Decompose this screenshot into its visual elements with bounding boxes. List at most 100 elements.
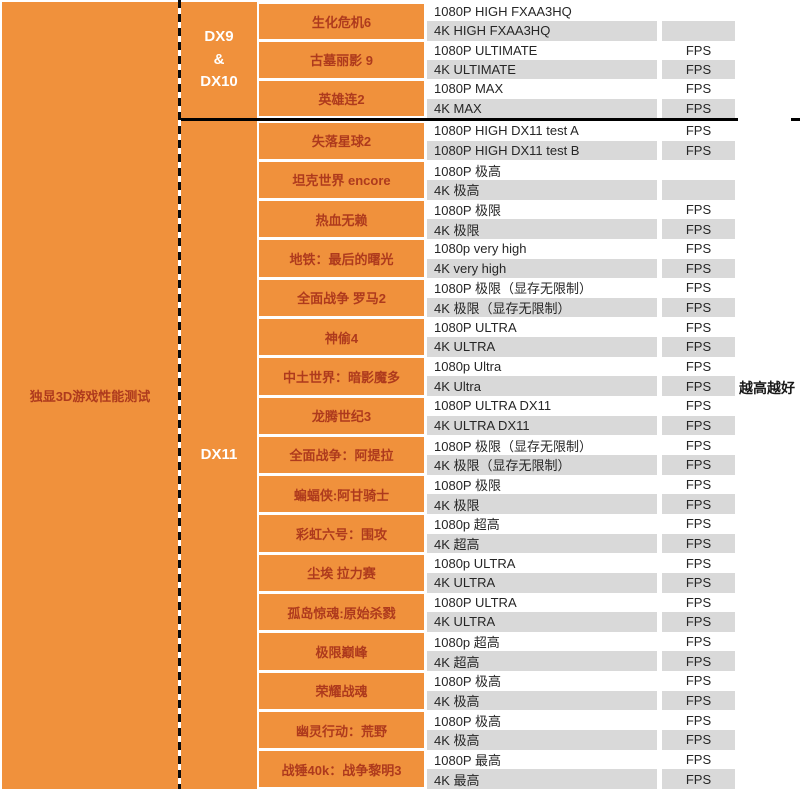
fps-cell: FPS <box>662 219 735 239</box>
fps-cell: FPS <box>662 651 735 672</box>
fps-cell: FPS <box>662 278 735 298</box>
section-divider-line <box>181 118 738 121</box>
fps-cell: FPS <box>662 592 735 613</box>
game-name-cell: 中土世界：暗影魔多 <box>259 358 424 395</box>
game-name-cell: 孤岛惊魂:原始杀戮 <box>259 594 424 631</box>
fps-cell: FPS <box>662 474 735 495</box>
fps-cell: FPS <box>662 376 735 397</box>
setting-cell: 4K ULTRA <box>427 612 657 632</box>
game-name-cell: 彩虹六号：围攻 <box>259 515 424 552</box>
fps-cell: FPS <box>662 317 735 338</box>
setting-cell: 1080P ULTRA <box>427 317 657 338</box>
fps-cell: FPS <box>662 140 735 161</box>
setting-cell: 4K 最高 <box>427 769 657 789</box>
game-name-cell: 地铁：最后的曙光 <box>259 240 424 277</box>
setting-cell: 4K 极限（显存无限制） <box>427 455 657 475</box>
setting-cell: 4K 极限 <box>427 219 657 239</box>
higher-is-better-note: 越高越好 <box>739 380 795 396</box>
setting-cell: 4K MAX <box>427 98 657 118</box>
fps-cell: FPS <box>662 238 735 259</box>
fps-cell: FPS <box>662 435 735 455</box>
left-category-label: 独显3D游戏性能测试 <box>29 389 151 404</box>
dashed-column-separator <box>178 0 181 789</box>
api-group-label-dx9: DX9 & DX10 <box>200 28 238 91</box>
fps-cell: FPS <box>662 631 735 652</box>
game-name-cell: 战锤40k：战争黎明3 <box>259 751 424 788</box>
game-name-cell: 古墓丽影 9 <box>259 42 424 78</box>
setting-cell: 1080P HIGH DX11 test A <box>427 121 657 141</box>
setting-cell: 1080P 极限 <box>427 474 657 495</box>
game-name-cell: 荣耀战魂 <box>259 672 424 709</box>
fps-cell <box>662 21 735 41</box>
setting-cell: 1080P HIGH DX11 test B <box>427 140 657 161</box>
game-name-cell: 尘埃 拉力赛 <box>259 554 424 592</box>
setting-cell: 1080p Ultra <box>427 356 657 377</box>
setting-cell: 4K 极高 <box>427 690 657 711</box>
game-name-cell: 蝙蝠侠:阿甘骑士 <box>259 476 424 513</box>
fps-cell: FPS <box>662 671 735 691</box>
setting-cell: 4K very high <box>427 258 657 279</box>
fps-cell: FPS <box>662 710 735 731</box>
game-name-cell: 热血无赖 <box>259 201 424 238</box>
game-name-cell: 极限巅峰 <box>259 633 424 670</box>
setting-cell: 4K ULTRA <box>427 337 657 357</box>
fps-cell: FPS <box>662 690 735 711</box>
game-name-cell: 幽灵行动：荒野 <box>259 711 424 749</box>
game-name-cell: 全面战争：阿提拉 <box>259 436 424 474</box>
setting-cell: 4K 极限 <box>427 494 657 514</box>
setting-cell: 1080P 极高 <box>427 671 657 691</box>
api-group-label-dx11: DX11 <box>200 445 238 463</box>
api-group-cell-dx11: DX11 <box>181 121 257 789</box>
setting-cell: 1080P ULTIMATE <box>427 40 657 60</box>
fps-cell: FPS <box>662 297 735 318</box>
setting-cell: 1080P HIGH FXAA3HQ <box>427 2 657 22</box>
setting-cell: 1080p 超高 <box>427 513 657 534</box>
left-category-cell: 独显3D游戏性能测试 <box>2 2 178 789</box>
fps-cell: FPS <box>662 533 735 554</box>
fps-cell <box>662 160 735 180</box>
setting-cell: 1080p 超高 <box>427 631 657 652</box>
setting-cell: 4K ULTIMATE <box>427 60 657 80</box>
game-name-cell: 龙腾世纪3 <box>259 397 424 434</box>
fps-cell: FPS <box>662 769 735 789</box>
setting-cell: 1080P MAX <box>427 79 657 99</box>
setting-cell: 1080P 极限（显存无限制） <box>427 435 657 455</box>
setting-cell: 4K 超高 <box>427 533 657 554</box>
fps-cell: FPS <box>662 199 735 220</box>
game-name-cell: 神偷4 <box>259 318 424 356</box>
setting-cell: 1080P ULTRA DX11 <box>427 396 657 416</box>
setting-cell: 1080p ULTRA <box>427 553 657 573</box>
fps-cell: FPS <box>662 572 735 593</box>
fps-cell: FPS <box>662 730 735 750</box>
fps-cell: FPS <box>662 60 735 80</box>
setting-cell: 1080P 最高 <box>427 749 657 770</box>
fps-cell <box>662 2 735 22</box>
setting-cell: 1080P 极高 <box>427 710 657 731</box>
fps-cell: FPS <box>662 749 735 770</box>
fps-cell <box>662 179 735 200</box>
setting-cell: 4K ULTRA DX11 <box>427 415 657 436</box>
fps-cell: FPS <box>662 415 735 436</box>
fps-cell: FPS <box>662 98 735 118</box>
setting-cell: 4K 极高 <box>427 179 657 200</box>
fps-cell: FPS <box>662 455 735 475</box>
game-name-cell: 生化危机6 <box>259 3 424 40</box>
fps-cell: FPS <box>662 553 735 573</box>
game-name-cell: 全面战争 罗马2 <box>259 279 424 316</box>
setting-cell: 1080p very high <box>427 238 657 259</box>
setting-cell: 1080P 极限（显存无限制） <box>427 278 657 298</box>
fps-cell: FPS <box>662 494 735 514</box>
game-name-cell: 坦克世界 encore <box>259 161 424 199</box>
setting-cell: 4K ULTRA <box>427 572 657 593</box>
setting-cell: 4K Ultra <box>427 376 657 397</box>
game-name-cell: 失落星球2 <box>259 122 424 159</box>
setting-cell: 4K HIGH FXAA3HQ <box>427 21 657 41</box>
setting-cell: 4K 超高 <box>427 651 657 672</box>
fps-cell: FPS <box>662 79 735 99</box>
fps-cell: FPS <box>662 258 735 279</box>
fps-cell: FPS <box>662 356 735 377</box>
fps-cell: FPS <box>662 396 735 416</box>
clipped-annotation-mark <box>791 118 800 121</box>
game-name-cell: 英雄连2 <box>259 80 424 117</box>
